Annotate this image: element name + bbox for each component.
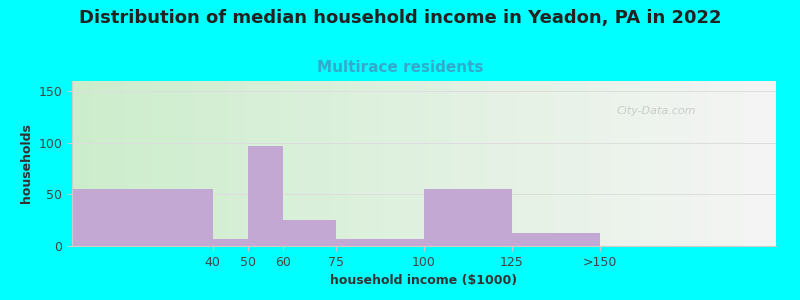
Text: City-Data.com: City-Data.com <box>617 106 696 116</box>
Y-axis label: households: households <box>20 124 33 203</box>
X-axis label: household income ($1000): household income ($1000) <box>330 274 518 287</box>
Text: Multirace residents: Multirace residents <box>317 60 483 75</box>
Bar <box>248 146 283 246</box>
Bar <box>512 232 600 246</box>
Bar <box>283 220 336 246</box>
Bar <box>213 239 248 246</box>
Bar <box>336 239 424 246</box>
Bar <box>72 189 213 246</box>
Bar <box>424 189 512 246</box>
Text: Distribution of median household income in Yeadon, PA in 2022: Distribution of median household income … <box>78 9 722 27</box>
